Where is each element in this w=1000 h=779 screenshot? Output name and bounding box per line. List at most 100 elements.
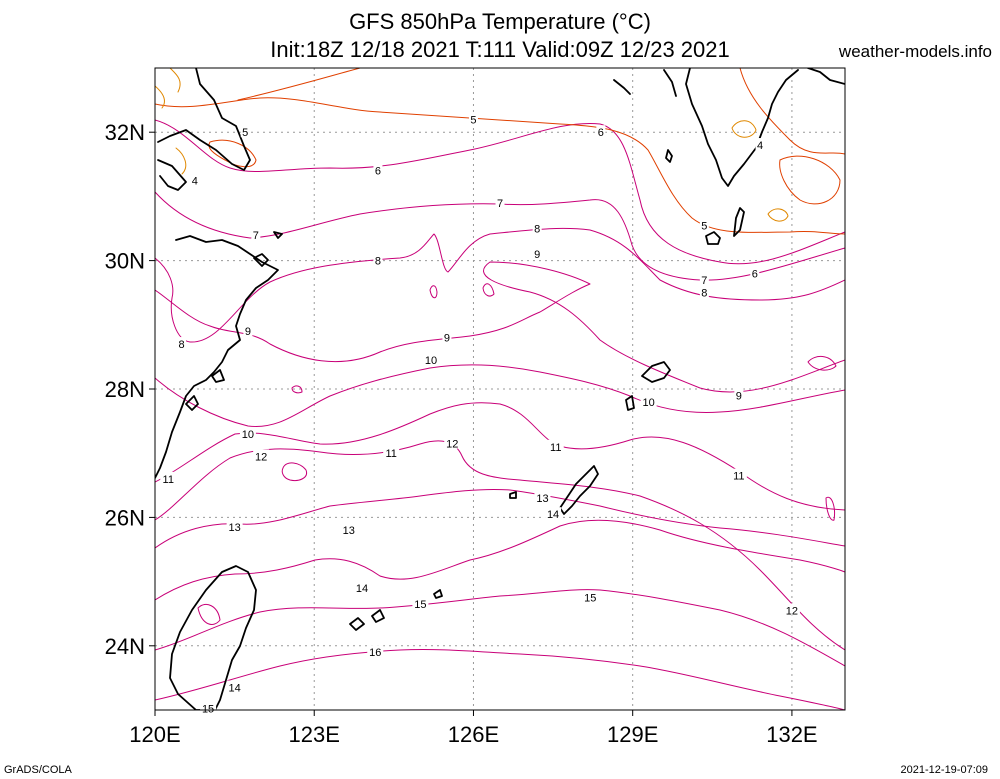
contour-label-bg (468, 112, 478, 125)
contour-label: 11 (385, 448, 396, 460)
map-title: GFS 850hPa Temperature (°C) (349, 9, 651, 34)
contour-label-bg (412, 597, 429, 610)
isotherm-5 (155, 97, 845, 235)
contour-label-bg (730, 468, 747, 481)
isotherm-4-east (739, 68, 845, 155)
isotherm-small-1 (429, 285, 438, 299)
coast-tokunoshima (625, 395, 635, 411)
contour-label-bg (354, 581, 370, 594)
coastlines (155, 68, 845, 710)
contour-label: 13 (228, 522, 240, 534)
x-tick-label: 126E (448, 722, 499, 747)
isotherm-small-5 (291, 385, 303, 394)
contour-label: 9 (444, 333, 450, 345)
contour-label: 11 (550, 442, 561, 454)
contour-label-bg (240, 125, 250, 138)
coast-zhoushan (253, 231, 283, 267)
contour-label: 12 (786, 605, 798, 617)
isotherm-small-6 (197, 604, 221, 625)
contour-label-bg (699, 218, 709, 231)
isotherm-3-e2 (767, 208, 789, 222)
coast-china-north (157, 68, 251, 171)
contour-label: 9 (736, 390, 742, 402)
coast-kyushu (685, 68, 799, 187)
contour-label: 8 (375, 256, 381, 268)
contour-label: 6 (752, 268, 758, 280)
isotherm-14 (155, 519, 845, 601)
y-tick-label: 30N (105, 249, 145, 274)
isotherm-8 (155, 227, 845, 343)
coast-okinawa (559, 465, 599, 515)
contour-label-bg (545, 507, 562, 520)
coast-china-central (155, 235, 279, 479)
isotherm-16 (155, 648, 845, 710)
contour-label-bg (177, 337, 187, 350)
x-tick-label: 120E (129, 722, 180, 747)
latitude-axis: 32N 30N 28N 26N 24N (105, 120, 155, 659)
map-subtitle: Init:18Z 12/18 2021 T:111 Valid:09Z 12/2… (270, 37, 730, 62)
contour-label: 5 (242, 127, 248, 139)
contour-label: 9 (534, 249, 540, 261)
contour-label-bg (200, 701, 217, 714)
contour-label-bg (596, 125, 606, 138)
contour-label: 11 (733, 471, 744, 483)
contour-label: 7 (701, 275, 707, 287)
isotherm-15 (155, 589, 845, 667)
coast-east-china (185, 369, 225, 411)
isotherm-3-e1 (731, 120, 757, 138)
coast-yangtze (157, 159, 187, 191)
isotherm-6 (155, 119, 845, 265)
contour-label: 8 (534, 224, 540, 236)
contour-label-bg (495, 195, 505, 208)
contour-label-bg (442, 330, 452, 343)
contour-label: 7 (253, 230, 259, 242)
contour-label-bg (532, 221, 542, 234)
y-tick-label: 24N (105, 634, 145, 659)
contour-label: 4 (192, 175, 198, 187)
x-tick-label: 132E (766, 722, 817, 747)
contour-label: 7 (497, 198, 503, 210)
source-site-label: weather-models.info (838, 42, 992, 61)
contour-label: 5 (701, 220, 707, 232)
contour-label-bg (243, 324, 253, 337)
contour-label-bg (532, 247, 542, 260)
isotherm-13 (155, 488, 845, 549)
contour-label: 10 (642, 397, 654, 409)
contour-label: 12 (255, 451, 267, 463)
contour-label-bg (226, 680, 243, 693)
contour-label-bg (534, 491, 551, 504)
isotherm-10 (155, 364, 845, 428)
coast-osumi (705, 231, 721, 245)
contour-label-bg (226, 520, 243, 533)
isotherms-red (155, 68, 845, 235)
contour-label: 15 (584, 593, 596, 605)
isotherm-small-4 (825, 496, 835, 521)
isotherm-12-closed-a (281, 462, 308, 481)
y-tick-label: 32N (105, 120, 145, 145)
isotherm-9 (155, 261, 845, 393)
contour-label-bg (340, 523, 357, 536)
contour-label-bg (373, 163, 383, 176)
coast-japan-east (807, 68, 845, 85)
contour-label-bg (699, 272, 709, 285)
contour-label-bg (547, 439, 564, 452)
contour-label-bg (160, 471, 177, 484)
contour-label: 8 (701, 288, 707, 300)
contour-label: 9 (245, 326, 251, 338)
software-credit: GrADS/COLA (4, 764, 72, 776)
isotherm-3-top (237, 68, 361, 101)
contour-label-bg (423, 353, 439, 366)
isotherm-3-west (155, 68, 181, 109)
coast-ishigaki (433, 589, 443, 599)
coast-miyako (349, 609, 385, 631)
contour-label: 14 (228, 683, 240, 695)
contour-label-bg (750, 266, 760, 279)
contour-label-bg (367, 645, 384, 658)
contour-label-bg (383, 446, 400, 459)
contour-label: 16 (369, 647, 381, 659)
coast-kyushu-west (613, 69, 677, 97)
x-tick-label: 129E (607, 722, 658, 747)
isotherm-11 (155, 402, 845, 511)
